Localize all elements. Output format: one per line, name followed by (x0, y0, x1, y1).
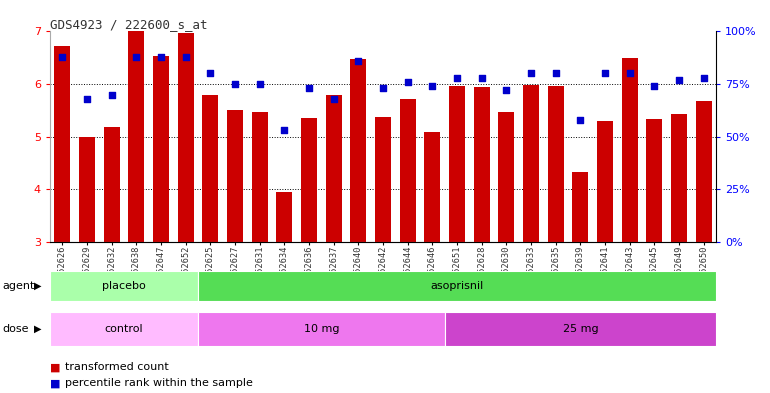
Bar (621, 58, 638, 242)
Point (105, 91, 118, 97)
Point (599, 70, 611, 77)
Point (130, 53, 142, 60)
Point (278, 127, 290, 133)
Text: GDS4923 / 222600_s_at: GDS4923 / 222600_s_at (50, 18, 208, 31)
Bar (449, 86, 465, 242)
Bar (375, 117, 391, 242)
Point (352, 58, 364, 64)
Text: dose: dose (2, 324, 28, 334)
Point (179, 53, 192, 60)
Bar (178, 33, 194, 242)
Text: 10 mg: 10 mg (303, 324, 339, 334)
Bar (400, 99, 416, 242)
Point (451, 75, 464, 81)
Point (525, 70, 537, 77)
Text: control: control (105, 324, 143, 334)
Point (698, 75, 710, 81)
Point (303, 85, 315, 91)
Bar (547, 86, 564, 242)
Bar (474, 86, 490, 242)
Point (624, 70, 636, 77)
Point (204, 70, 216, 77)
Point (673, 77, 685, 83)
Bar (445, 312, 716, 346)
Point (648, 83, 661, 89)
Bar (227, 110, 243, 242)
Point (574, 117, 587, 123)
Bar (79, 137, 95, 242)
Text: ▶: ▶ (34, 281, 42, 291)
Point (476, 75, 488, 81)
Bar (276, 192, 293, 242)
Point (327, 95, 340, 102)
Bar (301, 118, 317, 242)
Bar (50, 312, 198, 346)
Text: placebo: placebo (102, 281, 146, 291)
Bar (572, 172, 588, 242)
Point (229, 81, 241, 87)
Text: agent: agent (2, 281, 35, 291)
Bar (55, 46, 70, 242)
Text: ■: ■ (50, 378, 61, 388)
Point (56, 53, 69, 60)
Text: percentile rank within the sample: percentile rank within the sample (65, 378, 253, 388)
Text: 25 mg: 25 mg (563, 324, 598, 334)
Point (155, 53, 167, 60)
Point (550, 70, 562, 77)
Bar (50, 271, 198, 301)
Bar (646, 119, 662, 242)
Point (402, 79, 414, 85)
Bar (597, 121, 613, 242)
Point (500, 87, 513, 94)
Text: asoprisnil: asoprisnil (430, 281, 484, 291)
Bar (326, 95, 342, 242)
Text: ■: ■ (50, 362, 61, 373)
Text: transformed count: transformed count (65, 362, 169, 373)
Text: ▶: ▶ (34, 324, 42, 334)
Bar (129, 30, 145, 242)
Point (81, 95, 93, 102)
Bar (498, 112, 514, 242)
Bar (671, 114, 687, 242)
Point (377, 85, 389, 91)
Bar (198, 271, 716, 301)
Bar (104, 127, 120, 242)
Bar (198, 312, 445, 346)
Bar (203, 95, 219, 242)
Bar (523, 85, 539, 242)
Point (427, 83, 439, 89)
Point (253, 81, 266, 87)
Bar (350, 59, 367, 242)
Bar (424, 132, 440, 242)
Bar (696, 101, 711, 242)
Bar (153, 56, 169, 242)
Bar (252, 112, 268, 242)
